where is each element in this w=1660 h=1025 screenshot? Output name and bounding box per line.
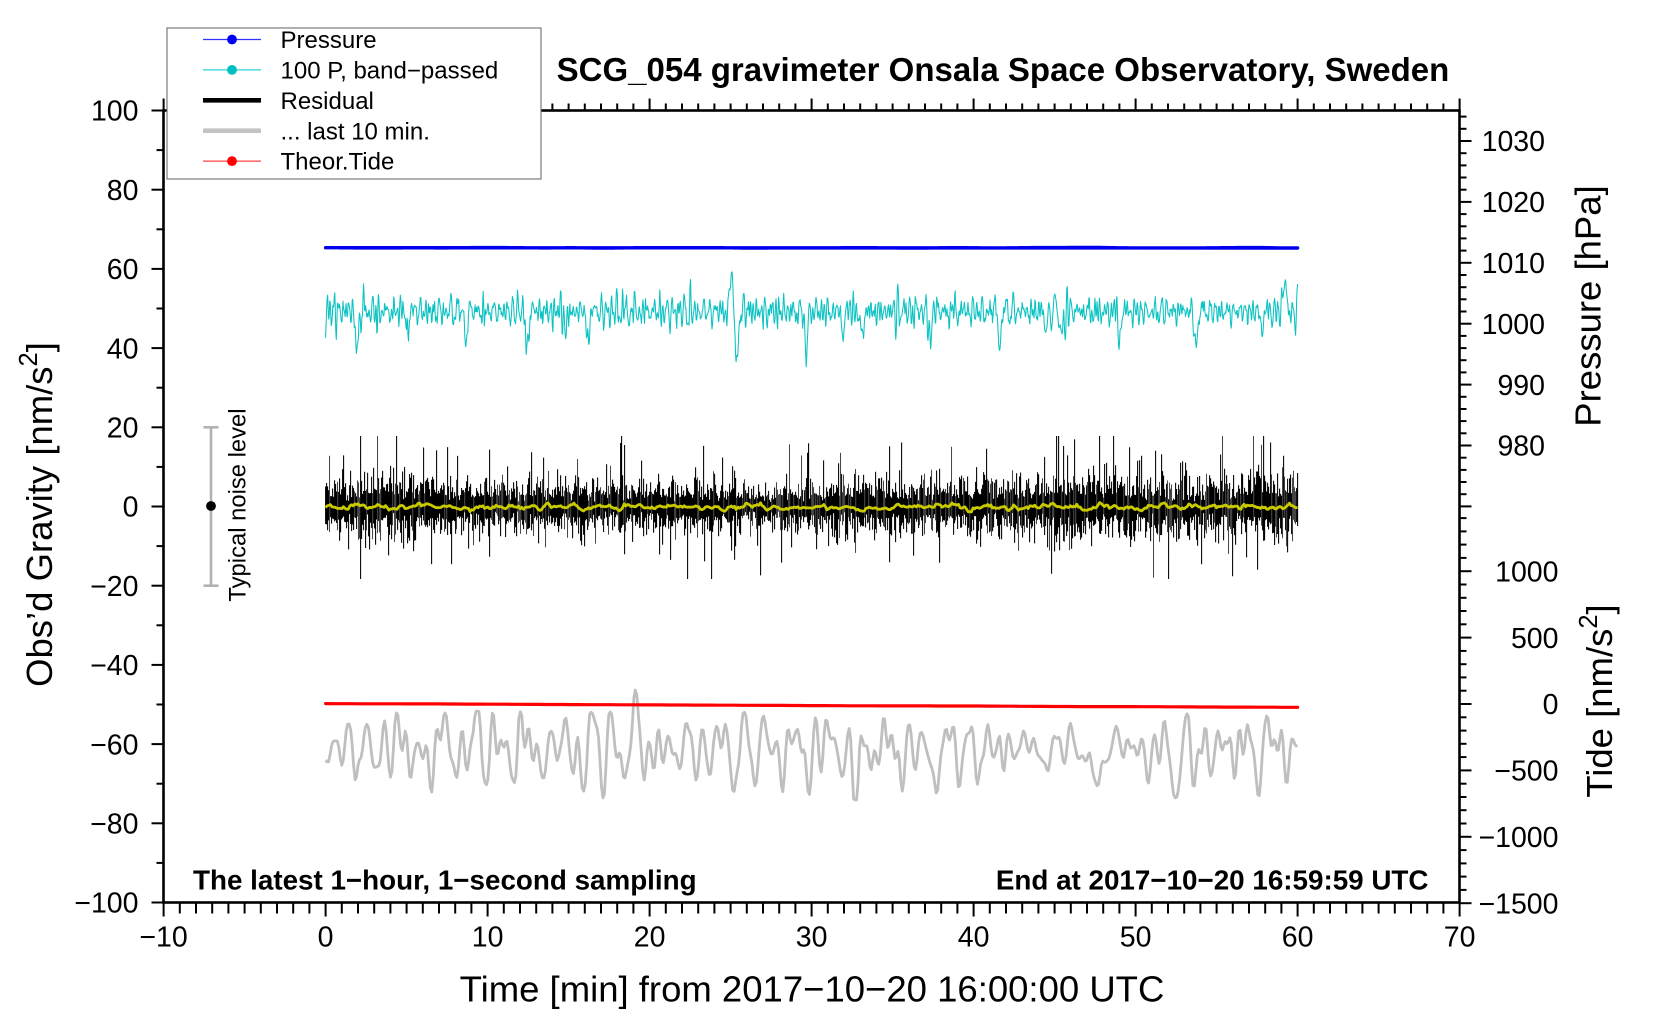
svg-text:Tide [nm/s2]: Tide [nm/s2] xyxy=(1575,604,1620,797)
svg-text:−10: −10 xyxy=(139,922,187,954)
svg-text:Obs’d Gravity [nm/s2]: Obs’d Gravity [nm/s2] xyxy=(15,342,60,687)
svg-text:Typical noise level: Typical noise level xyxy=(225,408,252,601)
svg-text:40: 40 xyxy=(958,922,990,954)
svg-text:500: 500 xyxy=(1511,623,1559,655)
svg-text:Pressure: Pressure xyxy=(281,27,377,54)
svg-text:... last 10 min.: ... last 10 min. xyxy=(281,118,430,145)
svg-text:100 P, band−passed: 100 P, band−passed xyxy=(281,58,499,85)
svg-text:990: 990 xyxy=(1497,370,1545,402)
svg-text:−80: −80 xyxy=(90,809,138,841)
svg-text:60: 60 xyxy=(107,254,139,286)
svg-text:10: 10 xyxy=(472,922,504,954)
svg-text:0: 0 xyxy=(1543,689,1559,721)
svg-text:Theor.Tide: Theor.Tide xyxy=(281,149,395,176)
svg-text:End at 2017−10−20 16:59:59 UTC: End at 2017−10−20 16:59:59 UTC xyxy=(996,865,1429,896)
svg-text:30: 30 xyxy=(796,922,828,954)
svg-text:1000: 1000 xyxy=(1482,309,1545,341)
svg-text:70: 70 xyxy=(1444,922,1476,954)
svg-text:1010: 1010 xyxy=(1482,248,1545,280)
svg-text:Residual: Residual xyxy=(281,88,374,115)
svg-text:−60: −60 xyxy=(90,729,138,761)
svg-text:SCG_054 gravimeter Onsala Spac: SCG_054 gravimeter Onsala Space Observat… xyxy=(557,51,1450,88)
svg-text:−20: −20 xyxy=(90,571,138,603)
svg-text:−100: −100 xyxy=(74,888,138,920)
svg-text:60: 60 xyxy=(1282,922,1314,954)
svg-text:50: 50 xyxy=(1120,922,1152,954)
svg-text:−500: −500 xyxy=(1494,756,1558,788)
svg-text:100: 100 xyxy=(91,96,139,128)
svg-text:0: 0 xyxy=(123,492,139,524)
svg-text:−40: −40 xyxy=(90,650,138,682)
svg-text:Time [min] from 2017−10−20 16:: Time [min] from 2017−10−20 16:00:00 UTC xyxy=(460,969,1165,1010)
svg-text:40: 40 xyxy=(107,333,139,365)
svg-text:The latest 1−hour, 1−second sa: The latest 1−hour, 1−second sampling xyxy=(193,865,697,896)
svg-text:0: 0 xyxy=(318,922,334,954)
svg-text:1000: 1000 xyxy=(1495,556,1558,588)
svg-text:20: 20 xyxy=(107,413,139,445)
svg-text:Pressure [hPa]: Pressure [hPa] xyxy=(1568,185,1609,426)
svg-text:80: 80 xyxy=(107,175,139,207)
svg-text:−1000: −1000 xyxy=(1478,822,1558,854)
svg-text:−1500: −1500 xyxy=(1478,888,1558,920)
svg-text:1030: 1030 xyxy=(1482,126,1545,158)
svg-text:980: 980 xyxy=(1497,431,1545,463)
svg-text:1020: 1020 xyxy=(1482,187,1545,219)
svg-text:20: 20 xyxy=(634,922,666,954)
